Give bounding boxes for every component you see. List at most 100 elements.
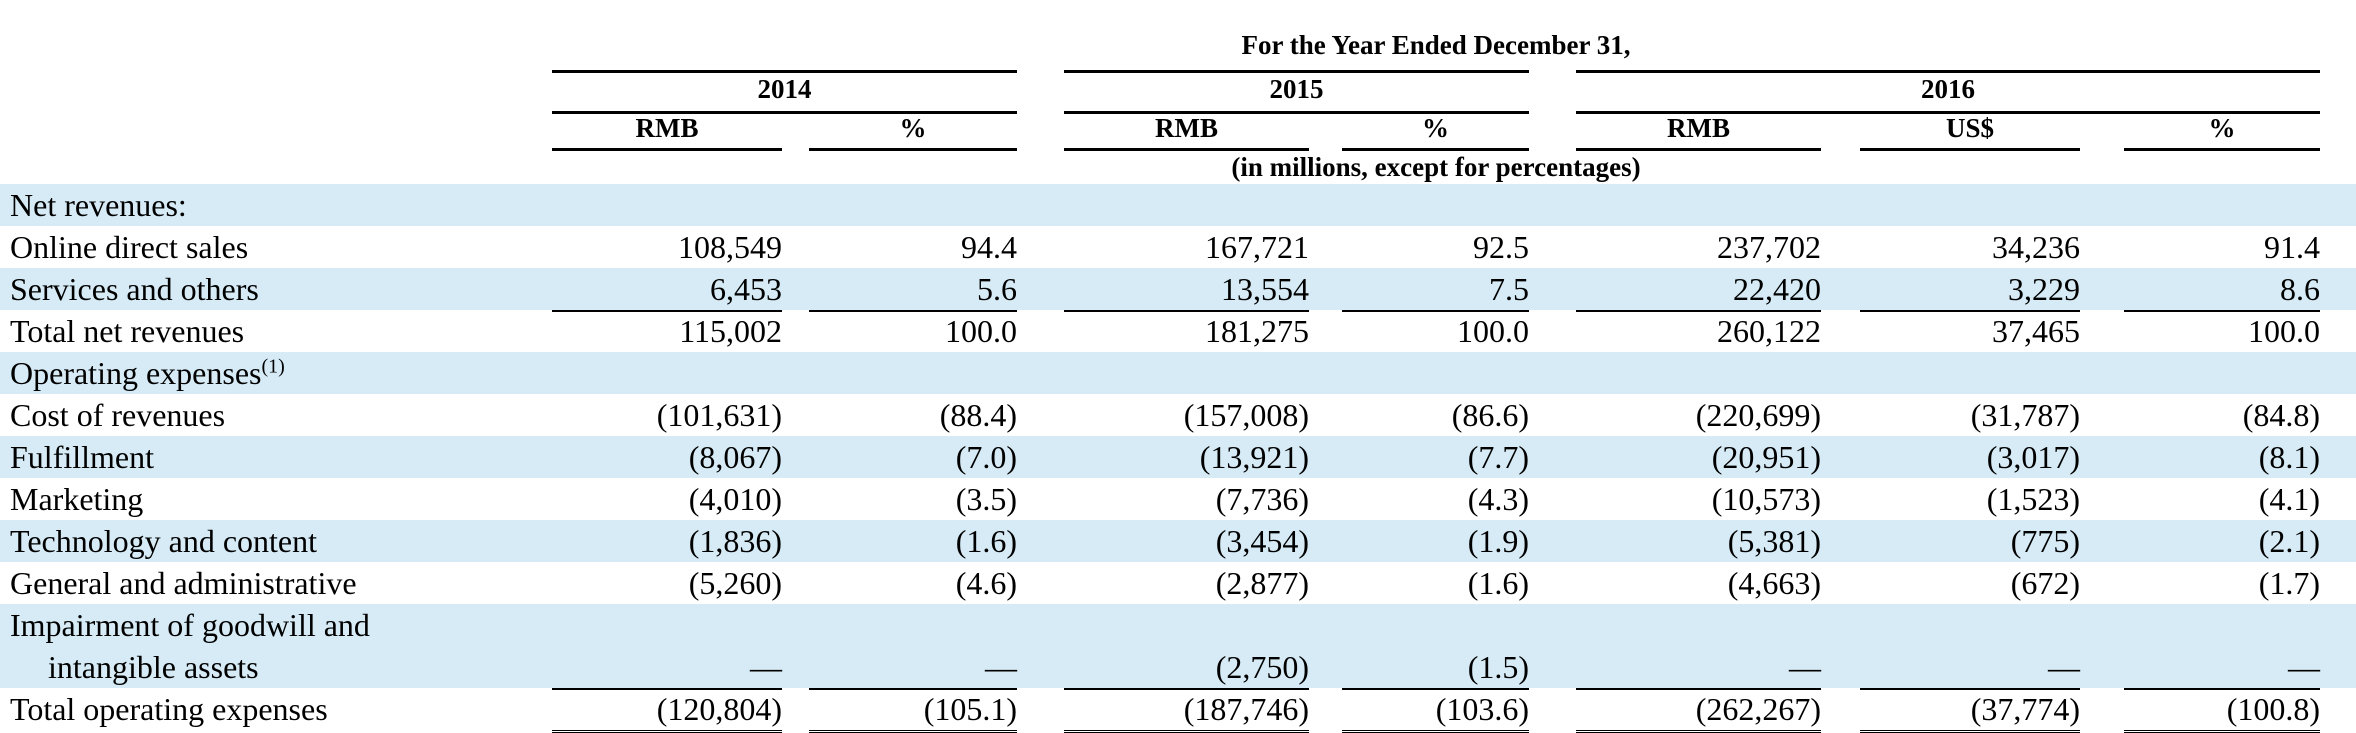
table-cell: (31,787) <box>1970 397 2080 433</box>
table-row: Net revenues: <box>0 184 2356 226</box>
table-cell: (187,746) <box>1064 688 1309 733</box>
table-cell: 6,453 <box>552 268 782 312</box>
table-cell: 100.0 <box>945 313 1017 349</box>
row-label: Marketing <box>10 481 144 517</box>
table-cell: (3.5) <box>955 481 1017 517</box>
year-header-2016: 2016 <box>1576 70 2320 114</box>
table-cell: 260,122 <box>1717 313 1821 349</box>
table-cell: (672) <box>2010 565 2080 601</box>
table-cell: (7.0) <box>955 439 1017 475</box>
table-cell: (4,010) <box>688 481 782 517</box>
table-row: General and administrative (5,260) (4.6) (2… <box>0 562 2356 604</box>
table-cell: (1.7) <box>2258 565 2320 601</box>
table-cell: 8.6 <box>2124 268 2320 312</box>
table-cell: (86.6) <box>1451 397 1529 433</box>
row-label: General and administrative <box>10 565 357 601</box>
units-note: (in millions, except for percentages) <box>1231 152 1641 182</box>
table-cell: (13,921) <box>1199 439 1309 475</box>
table-cell: (8.1) <box>2258 439 2320 475</box>
table-cell: (262,267) <box>1576 688 1821 733</box>
table-row: Technology and content (1,836) (1.6) (3,454… <box>0 520 2356 562</box>
table-cell: (103.6) <box>1342 688 1529 733</box>
table-cell: (105.1) <box>809 688 1017 733</box>
table-row: Cost of revenues (101,631) (88.4) (157,008)… <box>0 394 2356 436</box>
col-header-2015-rmb: RMB <box>1064 108 1309 151</box>
table-cell: (8,067) <box>688 439 782 475</box>
row-label: Technology and content <box>10 523 317 559</box>
table-cell: 167,721 <box>1205 229 1309 265</box>
table-cell: (7.7) <box>1467 439 1529 475</box>
table-cell: 7.5 <box>1342 268 1529 312</box>
table-cell: 13,554 <box>1064 268 1309 312</box>
table-cell: (1.6) <box>955 523 1017 559</box>
table-cell: — <box>552 646 782 690</box>
row-label: Operating expenses(1) <box>10 355 285 391</box>
year-header-2015: 2015 <box>1064 70 1529 114</box>
col-header-2016-pct: % <box>2124 108 2320 151</box>
table-cell: 34,236 <box>1992 229 2080 265</box>
table-cell: (10,573) <box>1711 481 1821 517</box>
table-cell: (37,774) <box>1860 688 2080 733</box>
table-cell: 100.0 <box>1457 313 1529 349</box>
table-cell: (220,699) <box>1695 397 1821 433</box>
table-cell: — <box>1576 646 1821 690</box>
table-cell: 92.5 <box>1473 229 1529 265</box>
table-cell: (5,381) <box>1727 523 1821 559</box>
table-cell: (3,017) <box>1986 439 2080 475</box>
table-cell: (3,454) <box>1215 523 1309 559</box>
table-row: Services and others 6,453 5.6 13,554 7.5 22,4… <box>0 268 2356 312</box>
row-label: Net revenues: <box>10 187 187 223</box>
table-cell: — <box>809 646 1017 690</box>
table-cell: 94.4 <box>961 229 1017 265</box>
table-cell: (7,736) <box>1215 481 1309 517</box>
col-header-2014-rmb: RMB <box>552 108 782 151</box>
table-cell: (1.6) <box>1467 565 1529 601</box>
table-cell: (1.5) <box>1342 646 1529 690</box>
col-header-2014-pct: % <box>809 108 1017 151</box>
table-cell: 22,420 <box>1576 268 1821 312</box>
row-label: Total net revenues <box>10 313 245 349</box>
table-row: Operating expenses(1) <box>0 352 2356 394</box>
table-cell: (2.1) <box>2258 523 2320 559</box>
table-row: Total net revenues 115,002 100.0 181,275 100… <box>0 310 2356 352</box>
table-cell: (101,631) <box>656 397 782 433</box>
table-cell: (100.8) <box>2124 688 2320 733</box>
footnote-marker: (1) <box>261 355 285 378</box>
table-cell: (120,804) <box>552 688 782 733</box>
table-row: Total operating expenses (120,804) (105.1)… <box>0 688 2356 733</box>
table-row: Online direct sales 108,549 94.4 167,721 92.… <box>0 226 2356 268</box>
table-row: Marketing (4,010) (3.5) (7,736) (4.3) (10,573… <box>0 478 2356 520</box>
row-label: Online direct sales <box>10 229 249 265</box>
col-header-2015-pct: % <box>1342 108 1529 151</box>
table-cell: (2,877) <box>1215 565 1309 601</box>
table-cell: 3,229 <box>1860 268 2080 312</box>
table-row: Fulfillment (8,067) (7.0) (13,921) (7.7) (20,… <box>0 436 2356 478</box>
table-cell: (88.4) <box>939 397 1017 433</box>
table-cell: 100.0 <box>2248 313 2320 349</box>
table-cell: (1,523) <box>1986 481 2080 517</box>
row-label: Services and others <box>10 271 259 307</box>
table-title: For the Year Ended December 31, <box>1241 30 1631 60</box>
table-cell: 115,002 <box>679 313 782 349</box>
table-cell: 91.4 <box>2264 229 2320 265</box>
table-cell: 181,275 <box>1205 313 1309 349</box>
table-cell: (84.8) <box>2242 397 2320 433</box>
row-label: Impairment of goodwill and <box>10 607 370 643</box>
table-cell: (1,836) <box>688 523 782 559</box>
table-cell: (4,663) <box>1727 565 1821 601</box>
year-header-2014: 2014 <box>552 70 1017 114</box>
table-row: Impairment of goodwill and intangible ass… <box>0 604 2356 690</box>
table-cell: (775) <box>2010 523 2080 559</box>
row-label-continuation: intangible assets <box>48 649 259 685</box>
table-cell: 108,549 <box>678 229 782 265</box>
table-cell: 237,702 <box>1717 229 1821 265</box>
table-cell: (4.1) <box>2258 481 2320 517</box>
row-label: Cost of revenues <box>10 397 226 433</box>
table-cell: (4.6) <box>955 565 1017 601</box>
col-header-2016-usd: US$ <box>1860 108 2080 151</box>
table-cell: (4.3) <box>1467 481 1529 517</box>
table-cell: 5.6 <box>809 268 1017 312</box>
table-cell: — <box>1860 646 2080 690</box>
table-cell: (20,951) <box>1711 439 1821 475</box>
table-cell: — <box>2124 646 2320 690</box>
